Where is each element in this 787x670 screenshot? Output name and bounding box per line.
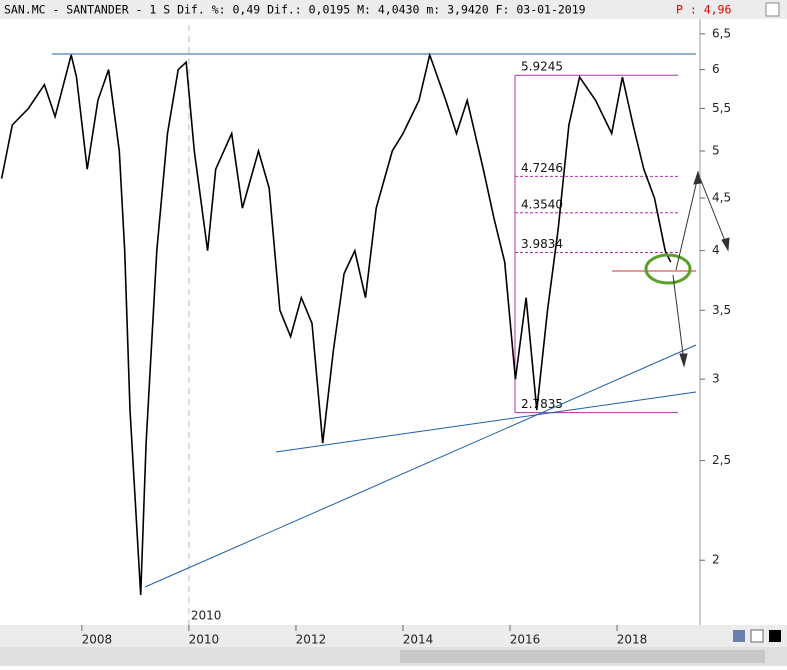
header-bar: [0, 0, 787, 19]
arrows: [672, 170, 730, 368]
save-icon[interactable]: [733, 630, 745, 642]
y-tick-label: 4,5: [712, 191, 731, 205]
y-tick-label: 5: [712, 144, 720, 158]
header-title: SAN.MC - SANTANDER - 1 S Dif. %: 0,49 Di…: [4, 3, 586, 17]
y-tick-label: 6,5: [712, 26, 731, 40]
scroll-thumb[interactable]: [400, 650, 765, 663]
y-tick-label: 5,5: [712, 101, 731, 115]
x-tick-label: 2010: [189, 633, 220, 647]
header-price: P : 4,96: [676, 3, 731, 17]
window-icon[interactable]: [750, 629, 764, 643]
level-label: 4.3540: [521, 197, 563, 211]
y-tick-label: 2: [712, 553, 720, 567]
y-tick-label: 4: [712, 243, 720, 257]
x-tick-label: 2012: [296, 633, 327, 647]
color-icon[interactable]: [769, 630, 781, 642]
close-button[interactable]: [765, 2, 780, 17]
price-line: [0, 52, 672, 596]
level-label: 3.9834: [521, 237, 563, 251]
x-tick-label: 2008: [82, 633, 113, 647]
marker-label: 2010: [191, 609, 222, 623]
y-tick-label: 2,5: [712, 453, 731, 467]
level-label: 2.7835: [521, 397, 563, 411]
y-tick-label: 6: [712, 62, 720, 76]
x-tick-label: 2014: [403, 633, 434, 647]
trend-line: [275, 391, 697, 453]
y-tick-label: 3,5: [712, 303, 731, 317]
x-axis-band: [0, 625, 787, 647]
x-tick-label: 2018: [617, 633, 648, 647]
level-label: 4.7246: [521, 161, 563, 175]
x-tick-label: 2016: [510, 633, 541, 647]
level-label: 5.9245: [521, 60, 563, 74]
trend-line: [144, 344, 697, 588]
y-tick-label: 3: [712, 372, 720, 386]
highlight-ellipse: [644, 253, 692, 285]
